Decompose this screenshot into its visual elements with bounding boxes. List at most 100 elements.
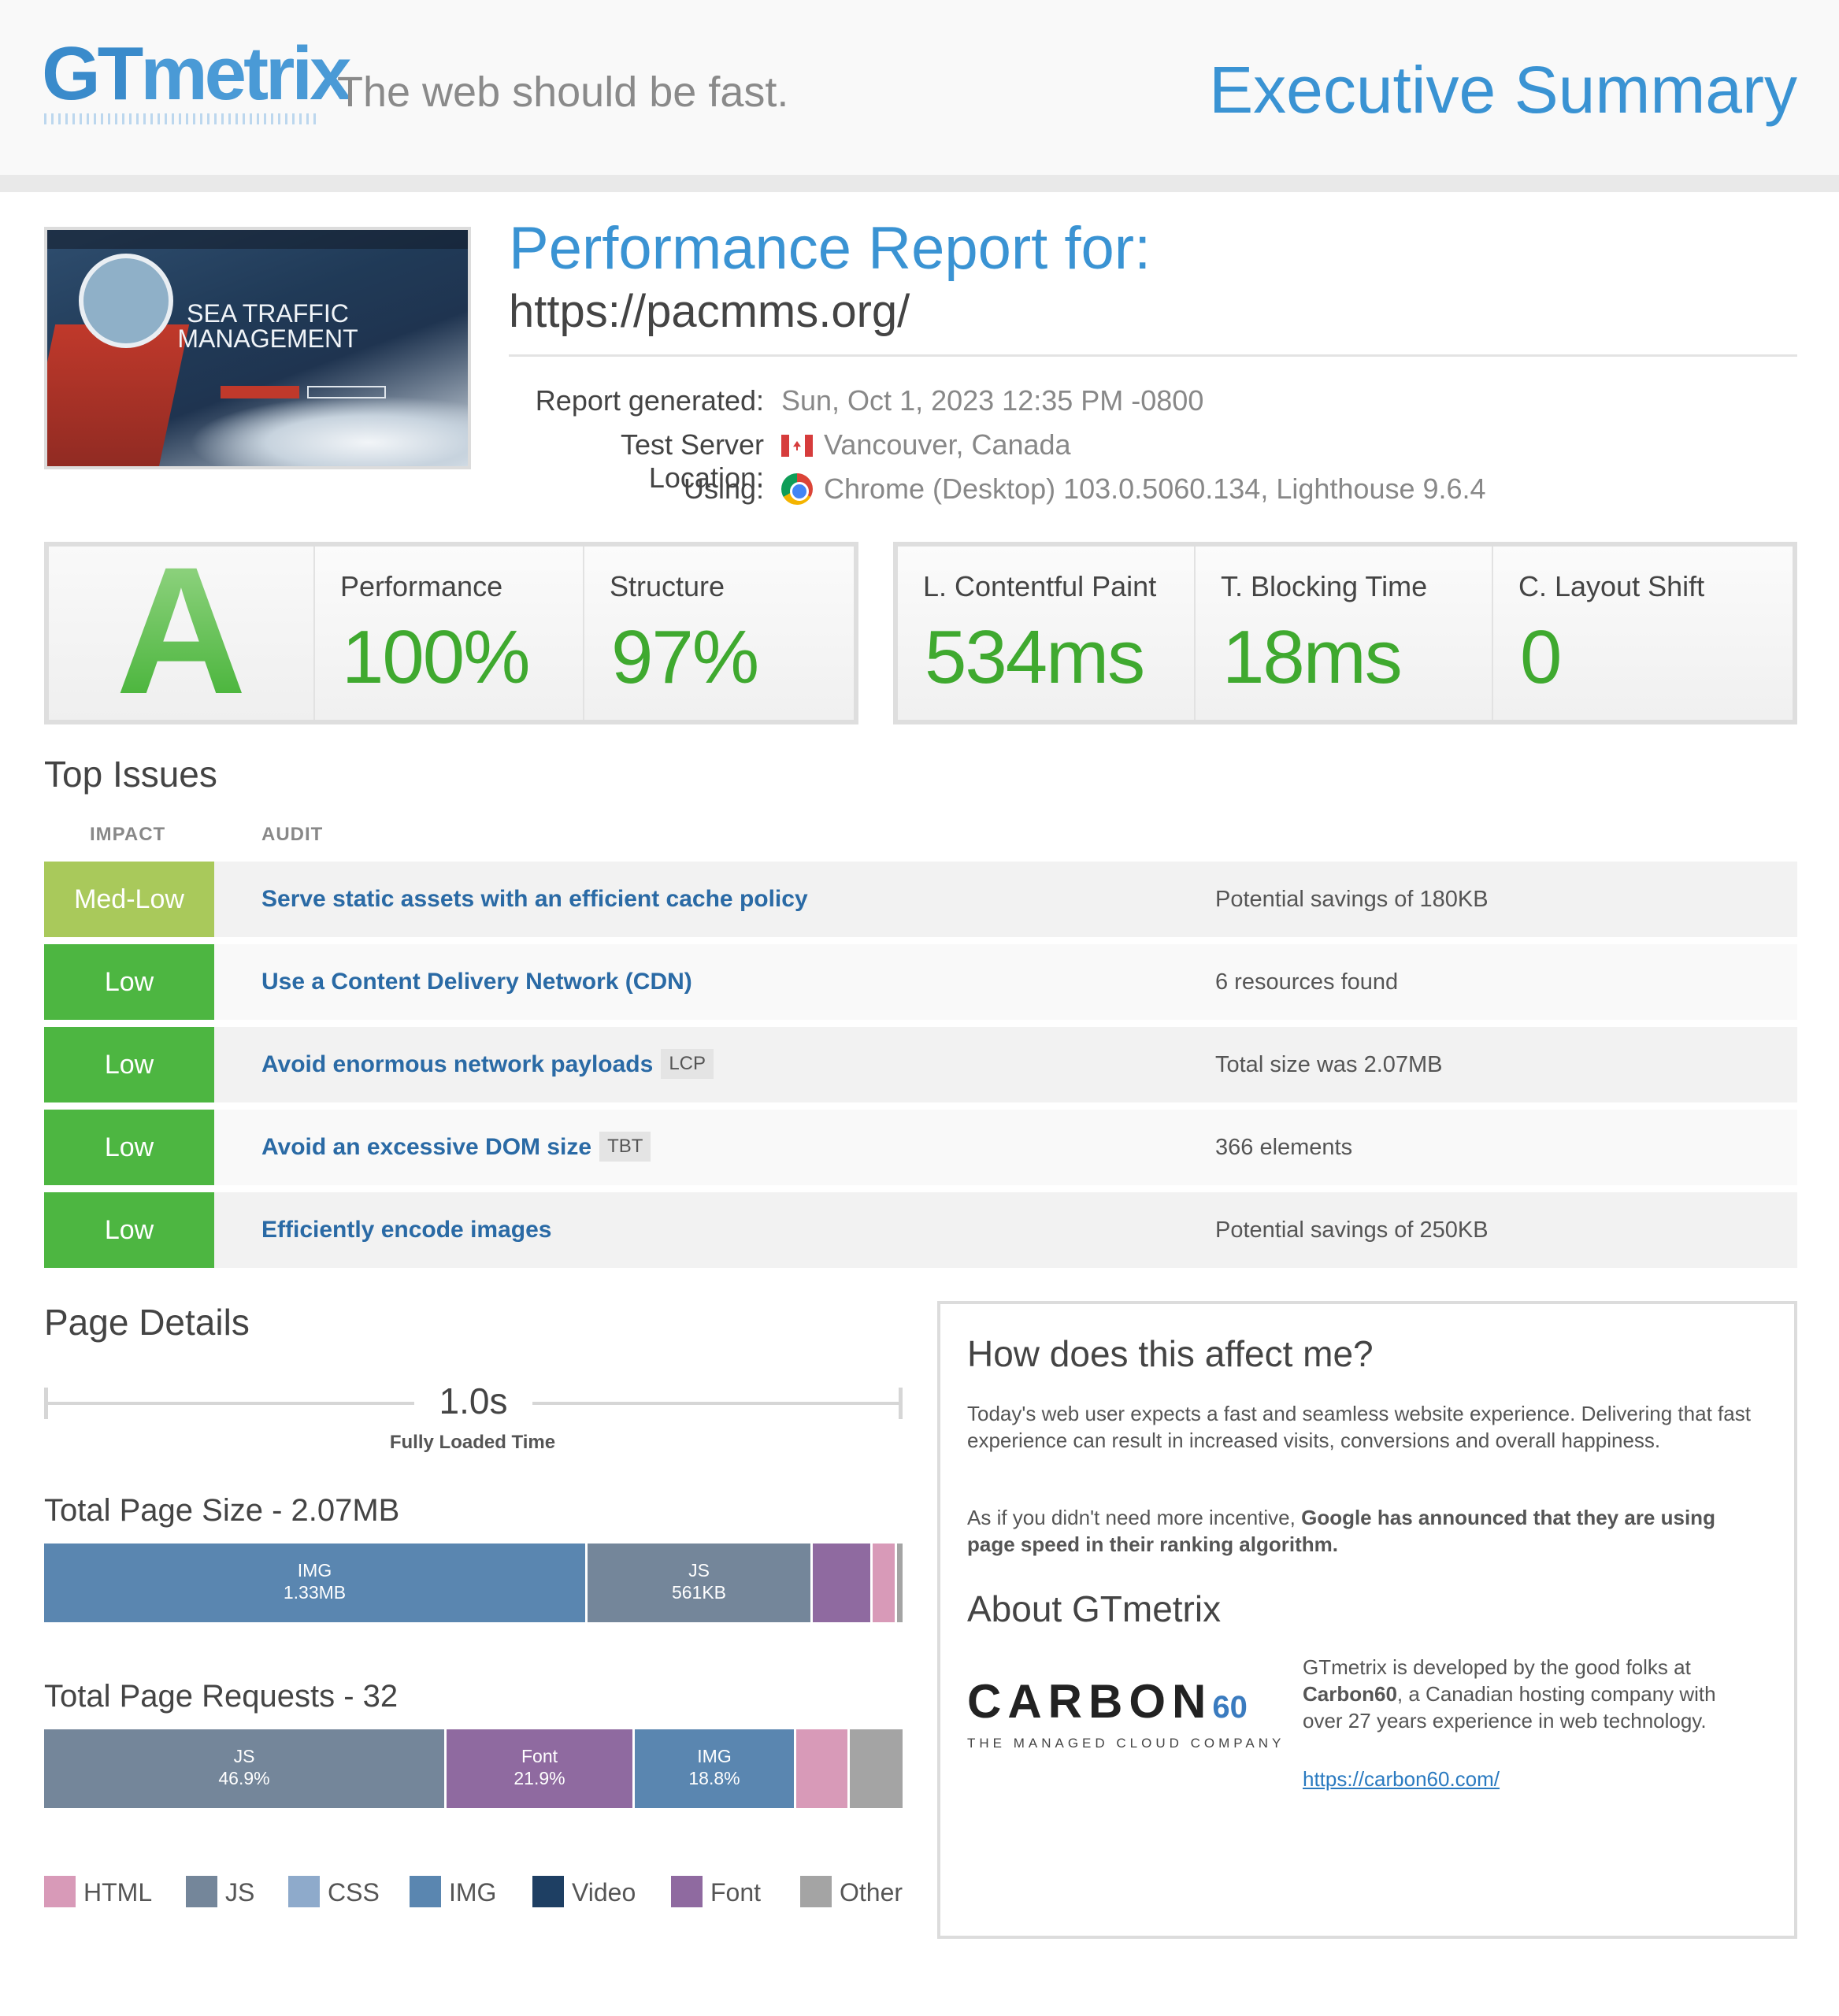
thumbnail-button-primary xyxy=(221,386,299,398)
audit-link[interactable]: Avoid enormous network payloads LCP xyxy=(261,1027,714,1102)
thumbnail-navbar xyxy=(47,230,468,249)
size-segment-html xyxy=(873,1544,895,1622)
legend-swatch xyxy=(186,1876,217,1907)
thumbnail-wave xyxy=(189,395,468,466)
impact-badge: Low xyxy=(44,1192,214,1268)
requests-segment-html xyxy=(796,1729,847,1808)
issue-row[interactable]: Low Use a Content Delivery Network (CDN)… xyxy=(44,944,1797,1020)
legend-swatch xyxy=(410,1876,441,1907)
legend-item-js: JS xyxy=(186,1876,254,1907)
tbt-metric: T. Blocking Time 18ms xyxy=(1196,547,1493,720)
page-size-heading: Total Page Size - 2.07MB xyxy=(44,1493,400,1528)
audit-result: 6 resources found xyxy=(1215,969,1399,995)
chrome-icon xyxy=(781,473,813,505)
legend-swatch xyxy=(671,1876,703,1907)
size-segment-other xyxy=(897,1544,903,1622)
requests-segment-js: JS 46.9% xyxy=(44,1729,444,1808)
thumbnail-site-title: SEA TRAFFIC MANAGEMENT xyxy=(177,299,358,353)
requests-segment-label: IMG xyxy=(697,1746,732,1766)
size-segment-js: JS 561KB xyxy=(588,1544,810,1622)
gtmetrix-grade: A xyxy=(49,540,315,721)
legend-swatch xyxy=(288,1876,320,1907)
audit-link[interactable]: Efficiently encode images xyxy=(261,1217,552,1243)
requests-segment-font: Font 21.9% xyxy=(447,1729,632,1808)
page-requests-bar: JS 46.9% Font 21.9% IMG 18.8% xyxy=(44,1729,903,1808)
impact-badge: Low xyxy=(44,1110,214,1185)
cls-metric: C. Layout Shift 0 xyxy=(1518,570,1705,699)
thumbnail-button-secondary xyxy=(307,386,386,398)
page-details-heading: Page Details xyxy=(44,1302,250,1343)
about-paragraph: GTmetrix is developed by the good folks … xyxy=(1303,1655,1716,1732)
legend-item-other: Other xyxy=(800,1876,903,1907)
lcp-metric: L. Contentful Paint 534ms xyxy=(898,547,1196,720)
affect-paragraph-1: Today's web user expects a fast and seam… xyxy=(967,1402,1751,1452)
legend-label: JS xyxy=(225,1878,255,1907)
carbon60-logo: CARBON60 xyxy=(967,1675,1248,1728)
legend-swatch xyxy=(44,1876,76,1907)
location-label: Test Server Location: xyxy=(620,428,764,494)
using-value: Chrome (Desktop) 103.0.5060.134, Lightho… xyxy=(781,472,1486,506)
legend-label: Font xyxy=(710,1878,762,1907)
audit-column-header: AUDIT xyxy=(261,824,324,845)
audit-result: Potential savings of 180KB xyxy=(1215,887,1489,912)
audit-link[interactable]: Avoid an excessive DOM size TBT xyxy=(261,1110,651,1185)
audit-link[interactable]: Serve static assets with an efficient ca… xyxy=(261,886,808,912)
thumbnail-seal-logo xyxy=(79,254,173,348)
page-requests-heading: Total Page Requests - 32 xyxy=(44,1679,399,1714)
legend-item-html: HTML xyxy=(44,1876,152,1907)
issue-row[interactable]: Low Avoid an excessive DOM size TBT 366 e… xyxy=(44,1110,1797,1185)
legend-label: HTML xyxy=(83,1878,153,1907)
gtmetrix-logo[interactable]: GTmetrix xyxy=(42,32,351,116)
metric-tag: TBT xyxy=(599,1132,651,1162)
requests-segment-value: 21.9% xyxy=(514,1768,565,1788)
info-panel: How does this affect me? Today's web use… xyxy=(937,1301,1797,1939)
requests-segment-value: 46.9% xyxy=(218,1768,270,1788)
size-segment-img: IMG 1.33MB xyxy=(44,1544,585,1622)
about-heading: About GTmetrix xyxy=(967,1588,1222,1629)
audit-link[interactable]: Use a Content Delivery Network (CDN) xyxy=(261,969,692,995)
top-issues-heading: Top Issues xyxy=(44,754,217,795)
affect-paragraph-2: As if you didn't need more incentive, Go… xyxy=(967,1506,1715,1556)
size-segment-value: 1.33MB xyxy=(283,1582,347,1603)
legend-item-video: Video xyxy=(532,1876,636,1907)
requests-segment-label: JS xyxy=(233,1746,255,1766)
audit-result: Potential savings of 250KB xyxy=(1215,1217,1489,1243)
impact-badge: Med-Low xyxy=(44,862,214,937)
report-header: GTmetrix The web should be fast. Executi… xyxy=(0,0,1839,175)
size-segment-label: IMG xyxy=(297,1560,332,1581)
fully-loaded-value: 1.0s xyxy=(414,1380,532,1427)
location-value: Vancouver, Canada xyxy=(781,428,1071,461)
using-label: Using: xyxy=(683,472,764,505)
generated-value: Sun, Oct 1, 2023 12:35 PM -0800 xyxy=(781,384,1204,417)
site-screenshot-thumbnail: SEA TRAFFIC MANAGEMENT xyxy=(44,227,471,469)
legend-label: Video xyxy=(572,1878,636,1907)
requests-segment-other xyxy=(850,1729,903,1808)
page-title: Executive Summary xyxy=(1209,53,1797,127)
impact-badge: Low xyxy=(44,944,214,1020)
metric-tag: LCP xyxy=(661,1049,714,1079)
issue-row[interactable]: Med-Low Serve static assets with an effi… xyxy=(44,862,1797,937)
performance-score: Performance 100% xyxy=(315,547,584,720)
issue-row[interactable]: Low Avoid enormous network payloads LCP T… xyxy=(44,1027,1797,1102)
generated-label: Report generated: xyxy=(535,384,764,417)
legend-item-css: CSS xyxy=(288,1876,380,1907)
issue-row[interactable]: Low Efficiently encode images Potential … xyxy=(44,1192,1797,1268)
size-segment-value: 561KB xyxy=(671,1582,727,1603)
report-divider xyxy=(509,354,1797,357)
fully-loaded-label: Fully Loaded Time xyxy=(389,1432,556,1453)
canada-flag-icon xyxy=(781,435,813,457)
audit-result: Total size was 2.07MB xyxy=(1215,1052,1443,1077)
carbon60-link[interactable]: https://carbon60.com/ xyxy=(1303,1767,1500,1791)
requests-segment-img: IMG 18.8% xyxy=(635,1729,794,1808)
header-divider xyxy=(0,175,1839,192)
impact-badge: Low xyxy=(44,1027,214,1102)
impact-column-header: IMPACT xyxy=(90,824,166,845)
report-url[interactable]: https://pacmms.org/ xyxy=(509,286,910,337)
legend-item-img: IMG xyxy=(410,1876,496,1907)
tagline: The web should be fast. xyxy=(337,69,789,116)
logo-ruler-decoration xyxy=(44,113,320,124)
legend-swatch xyxy=(800,1876,832,1907)
size-segment-label: JS xyxy=(688,1560,710,1581)
structure-score: Structure 97% xyxy=(610,570,759,699)
requests-segment-value: 18.8% xyxy=(688,1768,740,1788)
